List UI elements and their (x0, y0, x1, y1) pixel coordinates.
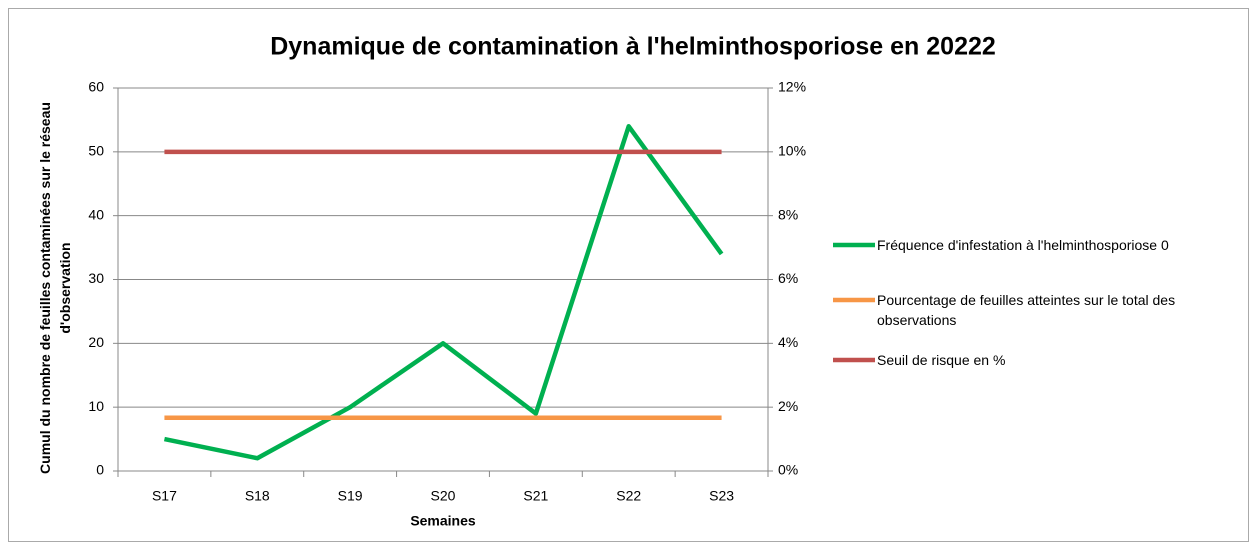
series-line (163, 124, 724, 461)
x-tick-label: S23 (709, 488, 734, 504)
y-tick-label: 0 (96, 462, 104, 478)
y-tick-label: 10 (88, 398, 104, 414)
x-tick-label: S18 (245, 488, 270, 504)
y2-tick-label: 2% (778, 398, 798, 414)
x-tick-label: S22 (616, 488, 641, 504)
x-tick-label: S20 (431, 488, 456, 504)
y-tick-label: 60 (88, 79, 104, 95)
y2-tick-label: 4% (778, 334, 798, 350)
y-tick-label: 40 (88, 206, 104, 222)
y2-tick-label: 8% (778, 206, 798, 222)
legend-label: Fréquence d'infestation à l'helminthospo… (877, 237, 1169, 253)
x-tick-label: S21 (523, 488, 548, 504)
legend-label: Pourcentage de feuilles atteintes sur le… (877, 292, 1176, 328)
y2-tick-label: 10% (778, 143, 806, 159)
legend-label: Seuil de risque en % (877, 352, 1006, 368)
chart-title: Dynamique de contamination à l'helmintho… (270, 33, 996, 61)
y2-tick-label: 0% (778, 462, 798, 478)
y2-tick-label: 12% (778, 79, 806, 95)
y-tick-label: 30 (88, 270, 104, 286)
x-axis-label: Semaines (410, 513, 476, 529)
y-axis-label: Cumul du nombre de feuilles contaminées … (37, 102, 73, 474)
x-tick-label: S19 (338, 488, 363, 504)
y-tick-label: 50 (88, 143, 104, 159)
y-tick-label: 20 (88, 334, 104, 350)
frame (8, 8, 1249, 542)
y2-tick-label: 6% (778, 270, 798, 286)
x-tick-label: S17 (152, 488, 177, 504)
